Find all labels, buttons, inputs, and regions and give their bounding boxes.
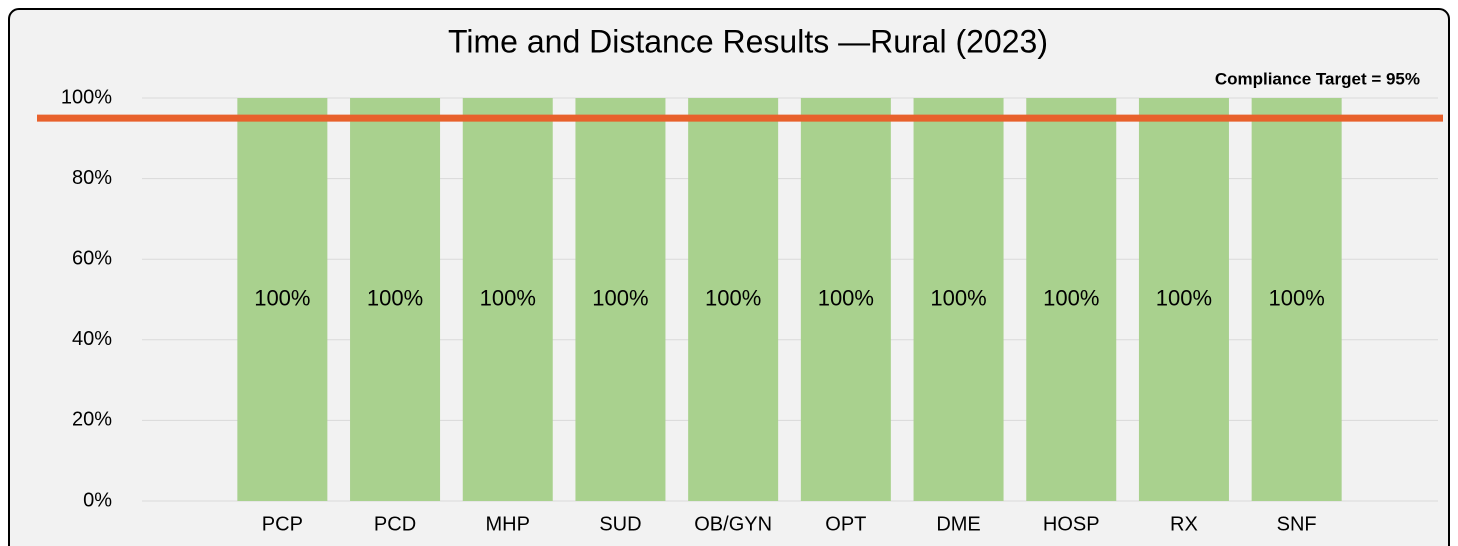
x-tick-label: SUD — [599, 513, 641, 535]
data-label: 100% — [480, 285, 536, 310]
data-label: 100% — [705, 285, 761, 310]
x-tick-label: DME — [936, 513, 980, 535]
y-tick-label: 100% — [61, 86, 112, 108]
x-tick-label: PCP — [262, 513, 303, 535]
target-label: Compliance Target = 95% — [1215, 69, 1420, 88]
bar — [800, 98, 891, 501]
bar — [350, 98, 441, 501]
y-tick-label: 60% — [72, 247, 112, 269]
data-label: 100% — [818, 285, 874, 310]
x-tick-label: MHP — [486, 513, 530, 535]
x-tick-label: HOSP — [1043, 513, 1100, 535]
data-label: 100% — [1043, 285, 1099, 310]
y-tick-label: 40% — [72, 328, 112, 350]
data-label: 100% — [367, 285, 423, 310]
bar — [575, 98, 666, 501]
data-label: 100% — [592, 285, 648, 310]
x-tick-label: PCD — [374, 513, 416, 535]
bar — [237, 98, 328, 501]
chart-title: Time and Distance Results —Rural (2023) — [448, 23, 1048, 59]
bar — [688, 98, 779, 501]
y-tick-label: 0% — [83, 489, 112, 511]
bar — [1138, 98, 1229, 501]
bar — [1251, 98, 1342, 501]
y-tick-label: 20% — [72, 409, 112, 431]
x-tick-label: SNF — [1277, 513, 1317, 535]
data-label: 100% — [930, 285, 986, 310]
data-label: 100% — [1269, 285, 1325, 310]
y-tick-label: 80% — [72, 167, 112, 189]
x-tick-label: OPT — [825, 513, 866, 535]
bar — [913, 98, 1004, 501]
bar — [462, 98, 553, 501]
x-tick-label: RX — [1170, 513, 1198, 535]
data-label: 100% — [254, 285, 310, 310]
data-label: 100% — [1156, 285, 1212, 310]
bar — [1026, 98, 1117, 501]
x-tick-label: OB/GYN — [694, 513, 772, 535]
